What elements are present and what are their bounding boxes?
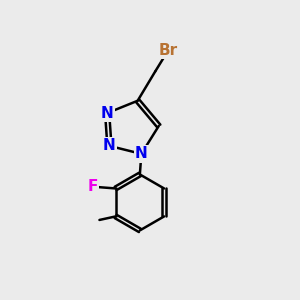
Text: Br: Br	[159, 43, 178, 58]
Text: N: N	[103, 138, 116, 153]
Text: F: F	[88, 179, 98, 194]
Text: N: N	[101, 106, 113, 121]
Text: N: N	[135, 146, 148, 161]
